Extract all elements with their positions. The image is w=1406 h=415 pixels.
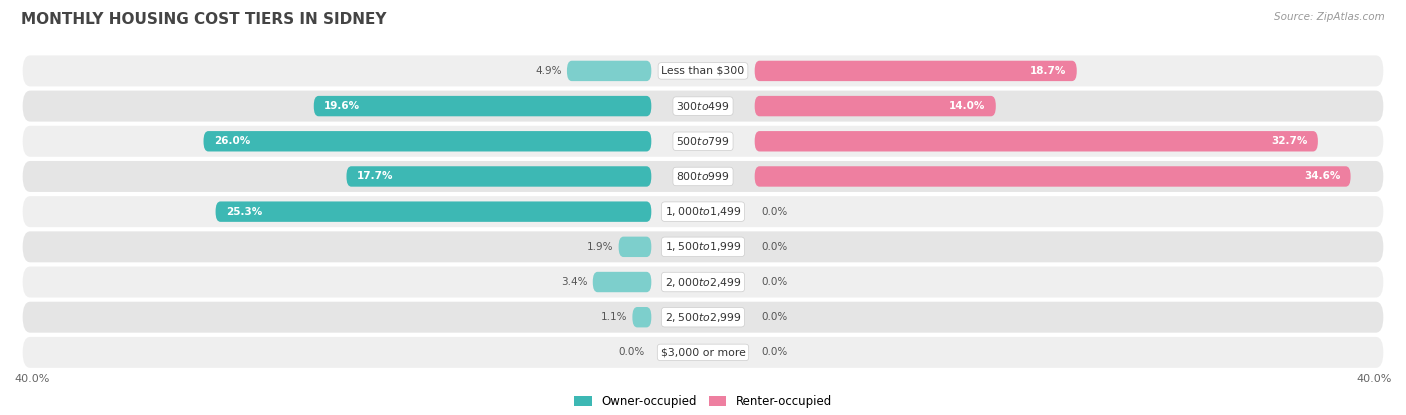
FancyBboxPatch shape	[755, 61, 1077, 81]
Text: MONTHLY HOUSING COST TIERS IN SIDNEY: MONTHLY HOUSING COST TIERS IN SIDNEY	[21, 12, 387, 27]
Text: 14.0%: 14.0%	[949, 101, 986, 111]
Text: 0.0%: 0.0%	[619, 347, 644, 357]
Text: 18.7%: 18.7%	[1031, 66, 1066, 76]
Text: $800 to $999: $800 to $999	[676, 171, 730, 183]
FancyBboxPatch shape	[22, 196, 1384, 227]
Text: 1.9%: 1.9%	[586, 242, 613, 252]
FancyBboxPatch shape	[22, 90, 1384, 122]
Text: 4.9%: 4.9%	[536, 66, 562, 76]
Text: 1.1%: 1.1%	[600, 312, 627, 322]
FancyBboxPatch shape	[22, 126, 1384, 157]
Text: $1,000 to $1,499: $1,000 to $1,499	[665, 205, 741, 218]
Text: 0.0%: 0.0%	[762, 347, 787, 357]
Text: 0.0%: 0.0%	[762, 277, 787, 287]
Text: Source: ZipAtlas.com: Source: ZipAtlas.com	[1274, 12, 1385, 22]
FancyBboxPatch shape	[22, 266, 1384, 298]
Text: 26.0%: 26.0%	[214, 136, 250, 146]
Text: 34.6%: 34.6%	[1303, 171, 1340, 181]
Text: 0.0%: 0.0%	[762, 242, 787, 252]
Text: 25.3%: 25.3%	[226, 207, 262, 217]
Text: $2,000 to $2,499: $2,000 to $2,499	[665, 276, 741, 288]
FancyBboxPatch shape	[22, 56, 1384, 86]
FancyBboxPatch shape	[22, 302, 1384, 333]
Text: $3,000 or more: $3,000 or more	[661, 347, 745, 357]
FancyBboxPatch shape	[633, 307, 651, 327]
Text: 32.7%: 32.7%	[1271, 136, 1308, 146]
Text: $2,500 to $2,999: $2,500 to $2,999	[665, 311, 741, 324]
Text: $500 to $799: $500 to $799	[676, 135, 730, 147]
FancyBboxPatch shape	[755, 131, 1317, 151]
FancyBboxPatch shape	[22, 337, 1384, 368]
FancyBboxPatch shape	[755, 96, 995, 116]
FancyBboxPatch shape	[22, 161, 1384, 192]
FancyBboxPatch shape	[22, 231, 1384, 262]
FancyBboxPatch shape	[346, 166, 651, 187]
FancyBboxPatch shape	[215, 201, 651, 222]
Text: 3.4%: 3.4%	[561, 277, 588, 287]
FancyBboxPatch shape	[314, 96, 651, 116]
Text: 19.6%: 19.6%	[323, 101, 360, 111]
Text: 0.0%: 0.0%	[762, 312, 787, 322]
FancyBboxPatch shape	[567, 61, 651, 81]
Text: Less than $300: Less than $300	[661, 66, 745, 76]
Text: 40.0%: 40.0%	[1357, 374, 1392, 384]
Legend: Owner-occupied, Renter-occupied: Owner-occupied, Renter-occupied	[569, 391, 837, 413]
Text: 40.0%: 40.0%	[14, 374, 49, 384]
FancyBboxPatch shape	[593, 272, 651, 292]
Text: $300 to $499: $300 to $499	[676, 100, 730, 112]
Text: 0.0%: 0.0%	[762, 207, 787, 217]
Text: $1,500 to $1,999: $1,500 to $1,999	[665, 240, 741, 253]
FancyBboxPatch shape	[204, 131, 651, 151]
FancyBboxPatch shape	[755, 166, 1351, 187]
Text: 17.7%: 17.7%	[357, 171, 394, 181]
FancyBboxPatch shape	[619, 237, 651, 257]
